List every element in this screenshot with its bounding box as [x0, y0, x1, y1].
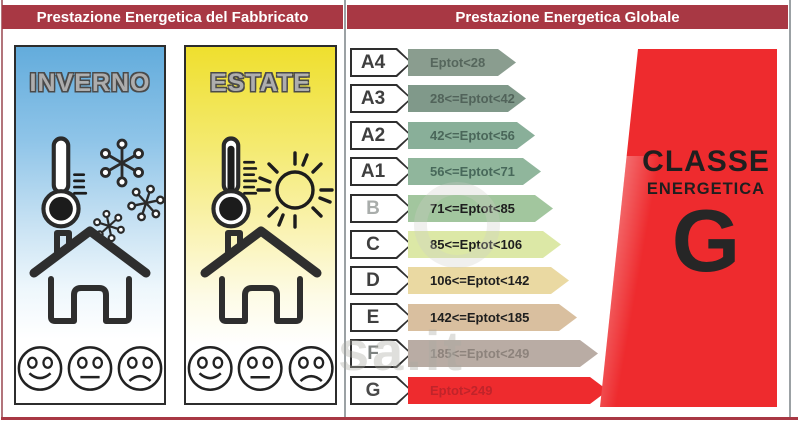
- snowflake-icon: [127, 184, 165, 222]
- class-letter: A1: [360, 160, 386, 182]
- header-globale-title: Prestazione Energetica Globale: [455, 8, 680, 26]
- class-range-text: 85<=Eptot<106: [430, 237, 523, 252]
- thermometer-cold-icon: [41, 136, 88, 229]
- winter-panel: INVERNO: [14, 45, 166, 405]
- sun-icon: [256, 151, 334, 229]
- snowflake-icon: [100, 138, 144, 188]
- class-letter: A3: [360, 87, 386, 109]
- bottom-rule: [1, 417, 798, 420]
- energy-class-badge-text: CLASSE ENERGETICA G: [640, 147, 772, 285]
- class-range-text: 71<=Eptot<85: [430, 201, 515, 216]
- class-letter-badge: A1: [350, 157, 412, 186]
- class-range-arrow: Eptot>249: [408, 377, 608, 404]
- class-letter: G: [365, 379, 381, 401]
- class-range-text: Eptot<28: [430, 55, 486, 70]
- left-border-line: [1, 0, 3, 420]
- class-letter: B: [366, 197, 380, 219]
- class-range-arrow: 56<=Eptot<71: [408, 158, 541, 185]
- class-range-arrow: Eptot<28: [408, 49, 516, 76]
- badge-class-letter: G: [671, 191, 741, 290]
- class-range-arrow: 185<=Eptot<249: [408, 340, 598, 367]
- panel-divider-line: [344, 0, 346, 420]
- class-letter: C: [366, 233, 380, 255]
- class-range-arrow: 28<=Eptot<42: [408, 85, 526, 112]
- class-letter-badge: A2: [350, 121, 412, 150]
- happy-face-icon: [17, 346, 63, 391]
- neutral-face-icon: [67, 346, 113, 391]
- summer-faces: [186, 344, 335, 393]
- class-letter: A2: [360, 124, 386, 146]
- class-range-text: 106<=Eptot<142: [430, 273, 530, 288]
- winter-title: INVERNO: [29, 69, 151, 97]
- energy-class-badge: CLASSE ENERGETICA G: [600, 49, 777, 407]
- house-icon: [29, 226, 151, 324]
- winter-faces: [16, 344, 164, 393]
- sad-face-icon: [117, 346, 163, 391]
- class-range-arrow: 85<=Eptot<106: [408, 231, 561, 258]
- house-icon: [200, 226, 321, 324]
- badge-word-classe: CLASSE: [642, 145, 770, 178]
- thermometer-hot-icon: [211, 136, 258, 229]
- class-letter-badge: G: [350, 376, 412, 405]
- class-range-arrow: 106<=Eptot<142: [408, 267, 569, 294]
- sad-face-icon: [288, 345, 334, 392]
- header-globale: Prestazione Energetica Globale: [347, 5, 788, 29]
- class-range-text: 185<=Eptot<249: [430, 346, 530, 361]
- summer-title: ESTATE: [210, 69, 311, 97]
- neutral-face-icon: [237, 345, 284, 392]
- class-letter: A4: [360, 51, 386, 73]
- class-range-arrow: 42<=Eptot<56: [408, 122, 535, 149]
- class-letter-badge: B: [350, 194, 412, 223]
- class-letter-badge: E: [350, 303, 412, 332]
- class-letter-badge: D: [350, 266, 412, 295]
- class-letter-badge: F: [350, 339, 412, 368]
- class-range-text: 142<=Eptot<185: [430, 310, 530, 325]
- class-range-text: 42<=Eptot<56: [430, 128, 515, 143]
- class-letter: F: [367, 342, 379, 364]
- class-letter: E: [366, 306, 380, 328]
- class-range-text: 56<=Eptot<71: [430, 164, 515, 179]
- header-fabbricato-title: Prestazione Energetica del Fabbricato: [36, 8, 309, 26]
- header-fabbricato: Prestazione Energetica del Fabbricato: [2, 5, 343, 29]
- badge-word-energetica: ENERGETICA: [646, 180, 766, 198]
- class-letter-badge: A3: [350, 84, 412, 113]
- summer-panel: ESTATE: [184, 45, 337, 405]
- class-range-text: Eptot>249: [430, 383, 493, 398]
- class-letter-badge: C: [350, 230, 412, 259]
- class-range-arrow: 142<=Eptot<185: [408, 304, 577, 331]
- class-letter: D: [366, 269, 380, 291]
- right-border-line: [789, 0, 791, 420]
- class-letter-badge: A4: [350, 48, 412, 77]
- class-range-text: 28<=Eptot<42: [430, 91, 515, 106]
- happy-face-icon: [187, 345, 233, 392]
- summer-icons: [186, 125, 335, 245]
- class-range-arrow: 71<=Eptot<85: [408, 195, 553, 222]
